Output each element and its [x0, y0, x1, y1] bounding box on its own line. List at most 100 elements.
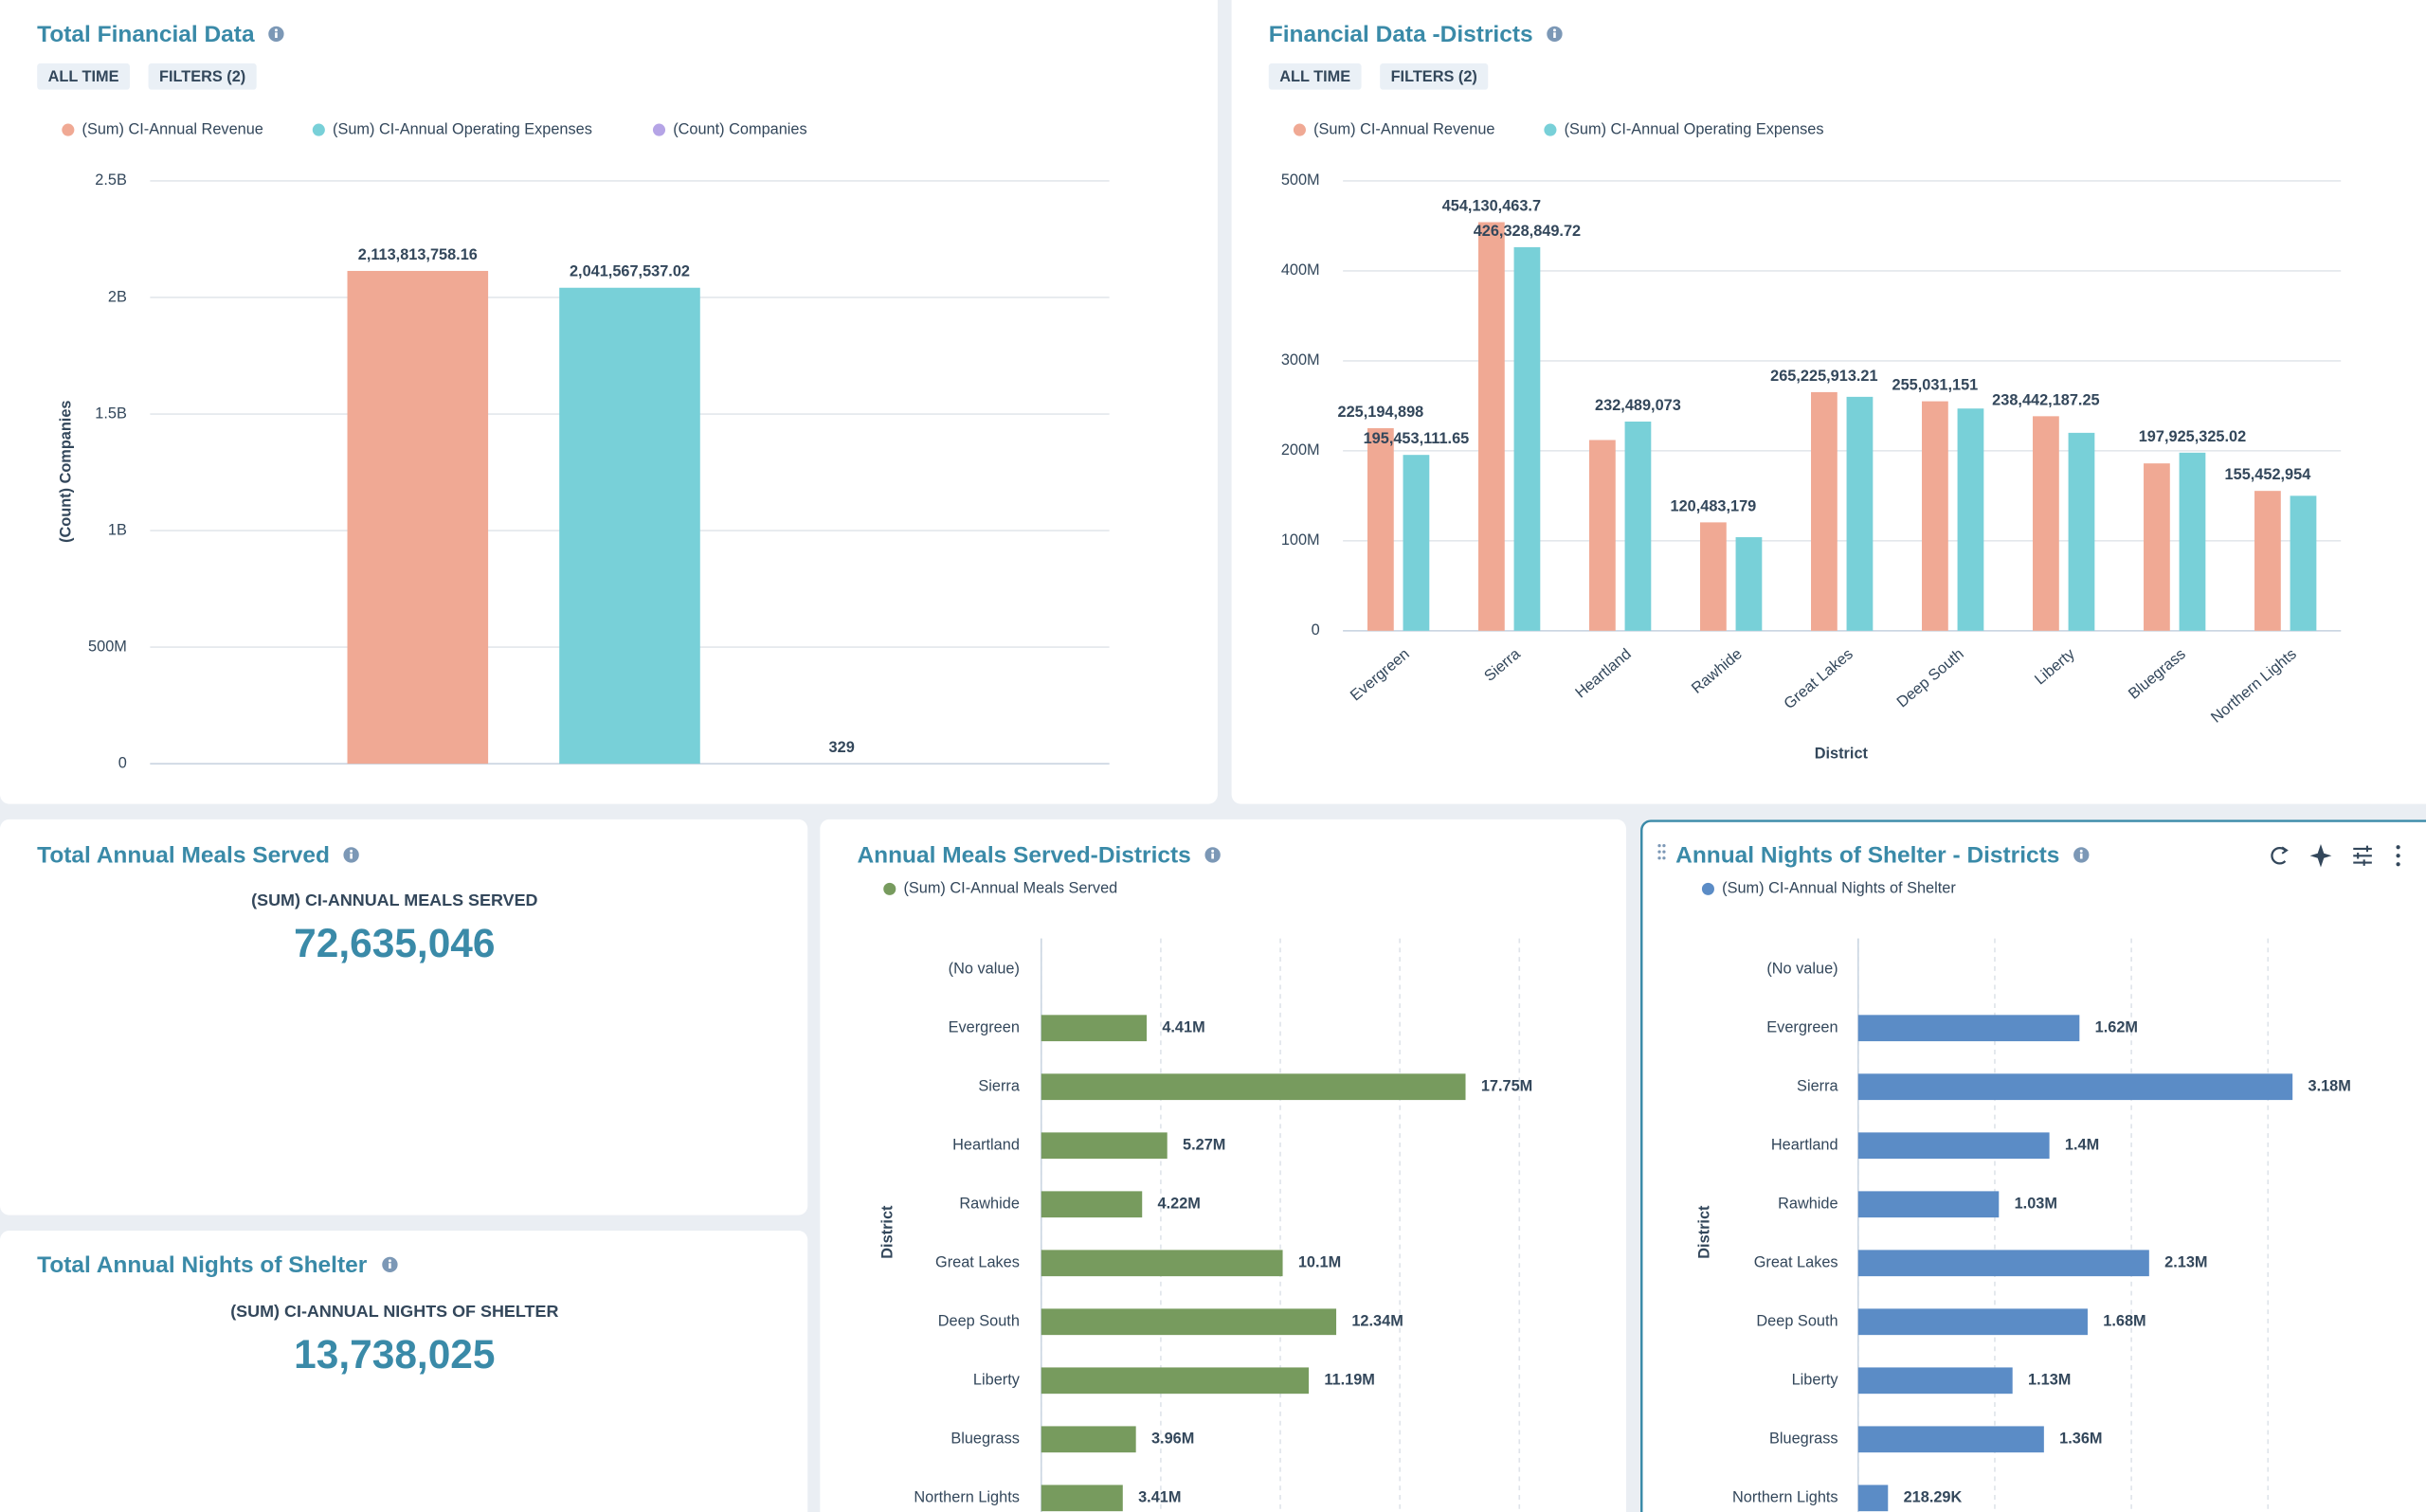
data-label: 1.68M — [2103, 1313, 2145, 1330]
bar — [1624, 422, 1652, 631]
info-icon-dot — [1552, 28, 1556, 32]
y-tick-label: 0 — [1312, 621, 1320, 639]
y-axis-title: District — [878, 1205, 896, 1259]
y-tick-label: Bluegrass — [950, 1431, 1020, 1448]
ai-icon[interactable] — [2309, 844, 2332, 868]
legend-label: (Sum) CI-Annual Operating Expenses — [1565, 120, 1824, 137]
y-tick-label: Deep South — [938, 1313, 1020, 1330]
data-label: 218.29K — [1904, 1489, 1963, 1506]
y-tick-label: 500M — [1281, 171, 1320, 189]
bar — [1857, 1367, 2013, 1395]
data-label: 120,483,179 — [1671, 497, 1757, 514]
bar — [2068, 432, 2095, 631]
chip-label: ALL TIME — [1279, 68, 1350, 85]
y-tick-label: 100M — [1281, 531, 1320, 549]
info-icon-dot — [274, 28, 278, 32]
bar — [1041, 1426, 1136, 1453]
chip-label: FILTERS (2) — [1391, 68, 1477, 85]
y-tick-label: Great Lakes — [935, 1254, 1020, 1271]
y-tick-label: 400M — [1281, 261, 1320, 279]
kpi-value: 13,738,025 — [294, 1332, 495, 1377]
data-label: 238,442,187.25 — [1992, 391, 2099, 408]
legend-swatch — [62, 123, 75, 136]
bar — [559, 287, 700, 765]
chip-bg — [1268, 63, 1362, 90]
y-tick-label: 2B — [108, 288, 127, 305]
legend-label: (Sum) CI-Annual Operating Expenses — [333, 120, 592, 137]
panel — [0, 819, 808, 1215]
info-icon[interactable] — [1204, 847, 1221, 863]
bar — [1589, 440, 1616, 631]
bar — [2144, 463, 2170, 631]
bar — [1857, 1250, 2149, 1277]
info-icon[interactable] — [268, 26, 284, 43]
data-label: 1.4M — [2065, 1137, 2099, 1154]
panel — [820, 819, 1626, 1512]
panel-selected[interactable] — [1640, 819, 2426, 1512]
y-tick-label: (No value) — [1766, 961, 1838, 978]
refresh-icon[interactable] — [2271, 846, 2289, 865]
info-icon[interactable] — [343, 847, 359, 863]
legend-label: (Sum) CI-Annual Meals Served — [903, 880, 1117, 897]
bar — [1513, 246, 1541, 631]
chip-label: ALL TIME — [48, 68, 119, 85]
chip-bg — [148, 63, 257, 90]
data-label: 17.75M — [1481, 1078, 1532, 1095]
more-icon[interactable] — [2396, 845, 2400, 867]
bar — [1857, 1191, 2000, 1218]
info-icon-stem — [1553, 32, 1556, 38]
chip-bg — [37, 63, 130, 90]
legend-label: (Sum) CI-Annual Revenue — [1313, 120, 1494, 137]
bar — [1857, 1073, 2293, 1101]
drag-handle[interactable] — [1657, 844, 1666, 860]
filter-chip[interactable]: FILTERS (2) — [1380, 63, 1489, 90]
x-axis-title: District — [1815, 746, 1869, 763]
data-label: 11.19M — [1324, 1372, 1375, 1389]
y-tick-label: 300M — [1281, 351, 1320, 369]
bar — [2290, 495, 2317, 631]
bar — [1857, 1015, 2080, 1042]
y-tick-label: Evergreen — [949, 1019, 1020, 1036]
chart-title: Annual Nights of Shelter - Districts — [1675, 843, 2059, 869]
data-label: 197,925,325.02 — [2139, 428, 2246, 445]
y-tick-label: Northern Lights — [914, 1489, 1020, 1506]
data-label: 426,328,849.72 — [1474, 223, 1581, 240]
bar — [1041, 1367, 1310, 1395]
data-label: 2.13M — [2164, 1254, 2207, 1271]
bar — [1957, 408, 1984, 631]
kpi-label: (SUM) CI-ANNUAL NIGHTS OF SHELTER — [230, 1302, 558, 1321]
data-label: 12.34M — [1351, 1313, 1403, 1330]
data-label: 2,113,813,758.16 — [358, 246, 478, 263]
data-label: 155,452,954 — [2225, 466, 2311, 483]
legend-swatch — [1701, 882, 1714, 895]
data-label: 195,453,111.65 — [1364, 430, 1470, 447]
data-label: 255,031,151 — [1892, 377, 1979, 394]
info-icon[interactable] — [1547, 26, 1563, 43]
data-label: 1.03M — [2015, 1196, 2057, 1213]
kpi-title: Total Annual Nights of Shelter — [37, 1252, 368, 1278]
data-label: 3.41M — [1138, 1489, 1181, 1506]
bar — [1041, 1191, 1143, 1218]
filter-chip[interactable]: FILTERS (2) — [148, 63, 257, 90]
bar — [1041, 1073, 1466, 1101]
bar — [1041, 1485, 1123, 1512]
chart-title: Financial Data -Districts — [1269, 22, 1533, 47]
bar — [2179, 452, 2206, 631]
chip-label: FILTERS (2) — [159, 68, 245, 85]
info-icon[interactable] — [382, 1256, 398, 1273]
bar — [1477, 222, 1505, 631]
bar — [1041, 1132, 1168, 1160]
filter-chip[interactable]: ALL TIME — [1268, 63, 1362, 90]
chip-bg — [1380, 63, 1489, 90]
kpi-value: 72,635,046 — [294, 921, 495, 965]
bar — [1811, 391, 1838, 631]
data-label: 2,041,567,537.02 — [570, 263, 690, 280]
data-label: 329 — [829, 739, 855, 756]
legend-label: (Sum) CI-Annual Nights of Shelter — [1722, 880, 1956, 897]
legend-swatch — [652, 123, 666, 136]
data-label: 10.1M — [1298, 1254, 1341, 1271]
info-icon[interactable] — [2073, 847, 2090, 863]
settings-icon[interactable] — [2353, 845, 2372, 866]
filter-chip[interactable]: ALL TIME — [37, 63, 130, 90]
